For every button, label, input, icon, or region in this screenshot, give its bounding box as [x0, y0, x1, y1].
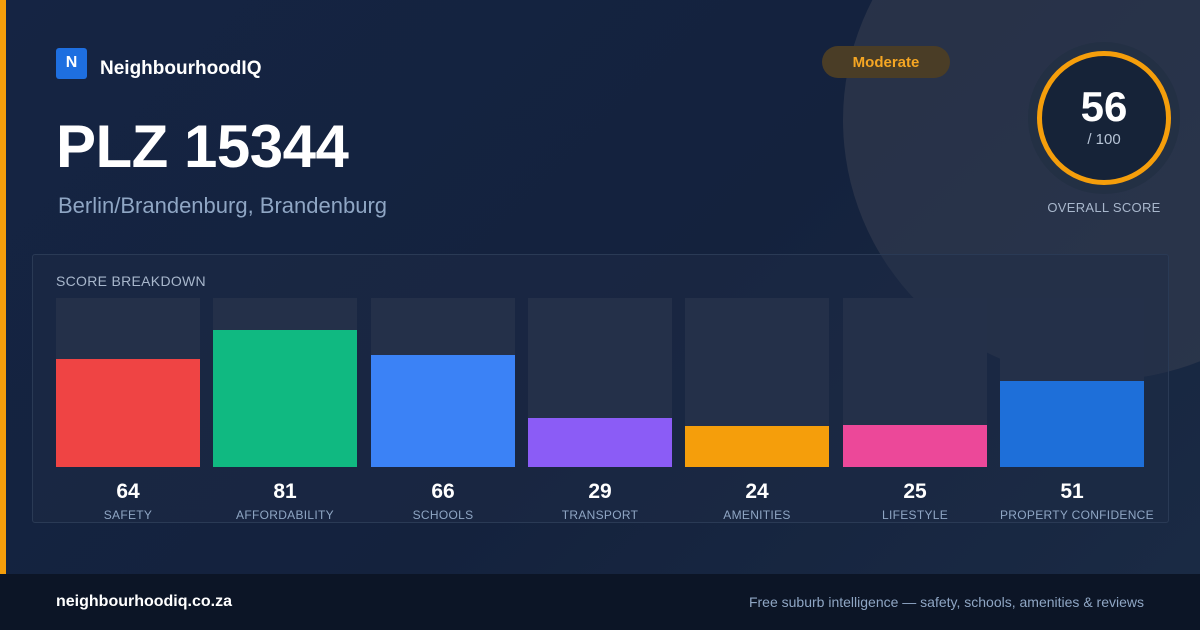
bar-track [528, 298, 672, 467]
score-ring: 56 / 100 [1028, 42, 1180, 194]
location-subtitle: Berlin/Brandenburg, Brandenburg [58, 193, 388, 218]
bar-track [56, 298, 200, 467]
score-breakdown-panel: SCORE BREAKDOWN 64 SAFETY 81 AFFORDABILI… [32, 254, 1169, 523]
bar-column-transport: 29 TRANSPORT [528, 298, 672, 522]
bar-fill-lifestyle [843, 425, 987, 467]
bar-column-property-confidence: 51 PROPERTY CONFIDENCE [1000, 298, 1154, 522]
footer: neighbourhoodiq.co.za Free suburb intell… [0, 574, 1200, 630]
bar-value-affordability: 81 [273, 480, 297, 503]
footer-url-link[interactable]: neighbourhoodiq.co.za [56, 593, 232, 610]
overall-score-value: 56 [1080, 82, 1128, 130]
bar-value-transport: 29 [588, 480, 612, 503]
bar-track [1000, 298, 1144, 467]
bar-value-safety: 64 [116, 480, 140, 503]
bar-fill-affordability [213, 330, 357, 467]
bar-value-schools: 66 [431, 480, 455, 503]
bar-label-affordability: AFFORDABILITY [236, 508, 334, 522]
brand[interactable]: N NeighbourhoodIQ [56, 46, 261, 80]
share-card: N NeighbourhoodIQ Moderate PLZ 15344 Ber… [0, 0, 1200, 574]
bar-label-lifestyle: LIFESTYLE [881, 508, 949, 522]
bar-label-transport: TRANSPORT [561, 508, 639, 522]
bar-value-amenities: 24 [745, 480, 769, 503]
bar-column-lifestyle: 25 LIFESTYLE [843, 298, 987, 522]
rating-badge: Moderate [822, 46, 950, 78]
bar-fill-transport [528, 418, 672, 467]
bar-fill-schools [371, 355, 515, 467]
bar-column-affordability: 81 AFFORDABILITY [213, 298, 357, 522]
bar-column-amenities: 24 AMENITIES [685, 298, 829, 522]
bar-label-property-confidence: PROPERTY CONFIDENCE [1000, 508, 1154, 522]
bar-track [685, 298, 829, 467]
bar-track [843, 298, 987, 467]
bar-label-safety: SAFETY [103, 508, 153, 522]
footer-tagline: Free suburb intelligence — safety, schoo… [748, 594, 1144, 610]
bar-column-safety: 64 SAFETY [56, 298, 200, 522]
bar-track [371, 298, 515, 467]
bar-column-schools: 66 SCHOOLS [371, 298, 515, 522]
brand-name: NeighbourhoodIQ [100, 58, 262, 79]
overall-score-caption: OVERALL SCORE [1047, 200, 1161, 215]
score-gauge: 56 / 100 [1037, 51, 1171, 185]
overall-score-max: / 100 [1087, 130, 1121, 148]
bar-value-property-confidence: 51 [1060, 480, 1084, 503]
bar-label-amenities: AMENITIES [723, 508, 791, 522]
bar-value-lifestyle: 25 [903, 480, 927, 503]
breakdown-title: SCORE BREAKDOWN [56, 273, 206, 289]
bar-track [213, 298, 357, 467]
brand-logo-icon: N [56, 47, 87, 79]
accent-bar [0, 0, 6, 574]
bar-fill-amenities [685, 426, 829, 467]
page-title: PLZ 15344 [56, 113, 349, 180]
bar-label-schools: SCHOOLS [412, 508, 474, 522]
bar-fill-property-confidence [1000, 381, 1144, 467]
overall-score: 56 / 100 OVERALL SCORE [1028, 42, 1180, 215]
bar-fill-safety [56, 359, 200, 467]
